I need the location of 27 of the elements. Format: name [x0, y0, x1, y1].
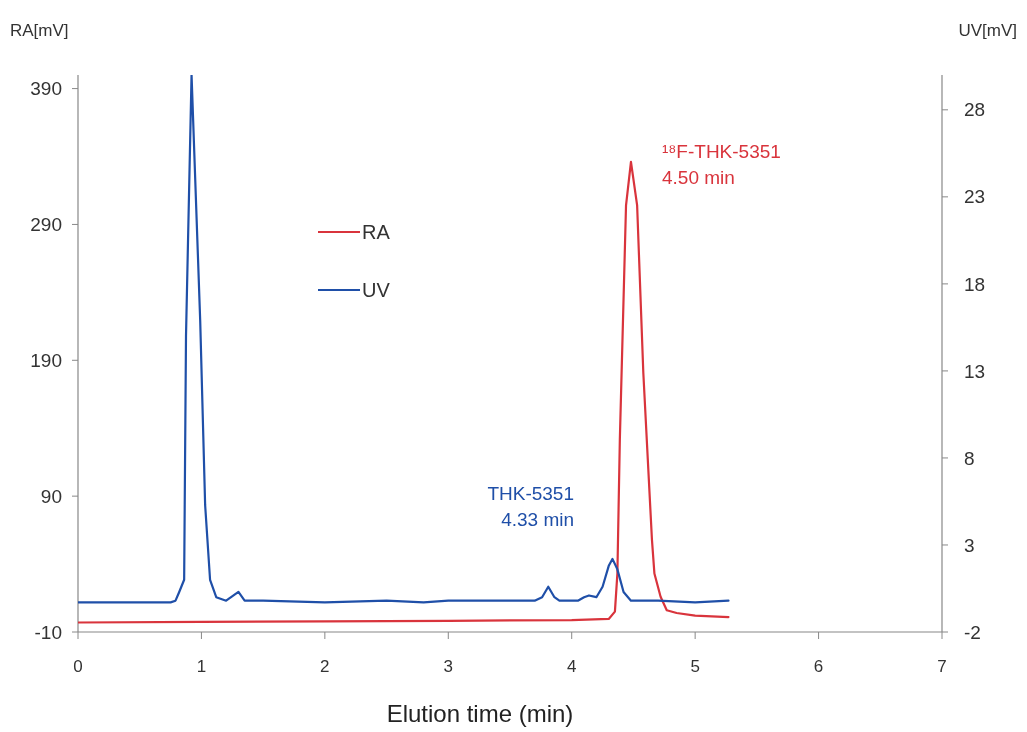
- y-tick-label: 290: [30, 214, 62, 236]
- x-tick-label: 0: [73, 657, 83, 676]
- annotation: ¹⁸F-THK-5351 4.50 min: [662, 141, 781, 188]
- annotation: THK-5351 4.33 min: [487, 483, 574, 530]
- y2-tick-label: 23: [964, 186, 986, 208]
- x-tick-label: 6: [813, 657, 824, 676]
- y-tick-label: 190: [30, 349, 62, 371]
- legend-label: UV: [362, 279, 391, 301]
- x-tick-label: 2: [320, 657, 330, 676]
- y2-tick-label: 13: [964, 360, 986, 382]
- x-tick-label: 1: [196, 657, 207, 676]
- y2-tick-label: 28: [964, 99, 986, 121]
- y2-tick-label: -2: [964, 621, 981, 643]
- x-tick-label: 4: [566, 657, 577, 676]
- y-axis-title: RA[mV]: [10, 21, 69, 40]
- y2-tick-label: 8: [964, 447, 975, 469]
- y2-tick-label: 3: [964, 534, 975, 556]
- y-tick-label: 390: [30, 78, 62, 100]
- y-tick-label: 90: [40, 485, 62, 507]
- legend-label: RA: [362, 221, 391, 243]
- x-axis-title: Elution time (min): [386, 700, 574, 727]
- y2-axis-title: UV[mV]: [958, 21, 1017, 40]
- x-tick-label: 5: [690, 657, 700, 676]
- y2-tick-label: 18: [964, 273, 986, 295]
- x-tick-label: 7: [937, 657, 947, 676]
- y-tick-label: -10: [34, 621, 62, 643]
- x-tick-label: 3: [443, 657, 454, 676]
